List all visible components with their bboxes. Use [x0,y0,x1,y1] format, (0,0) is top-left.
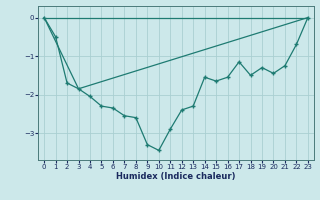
X-axis label: Humidex (Indice chaleur): Humidex (Indice chaleur) [116,172,236,181]
